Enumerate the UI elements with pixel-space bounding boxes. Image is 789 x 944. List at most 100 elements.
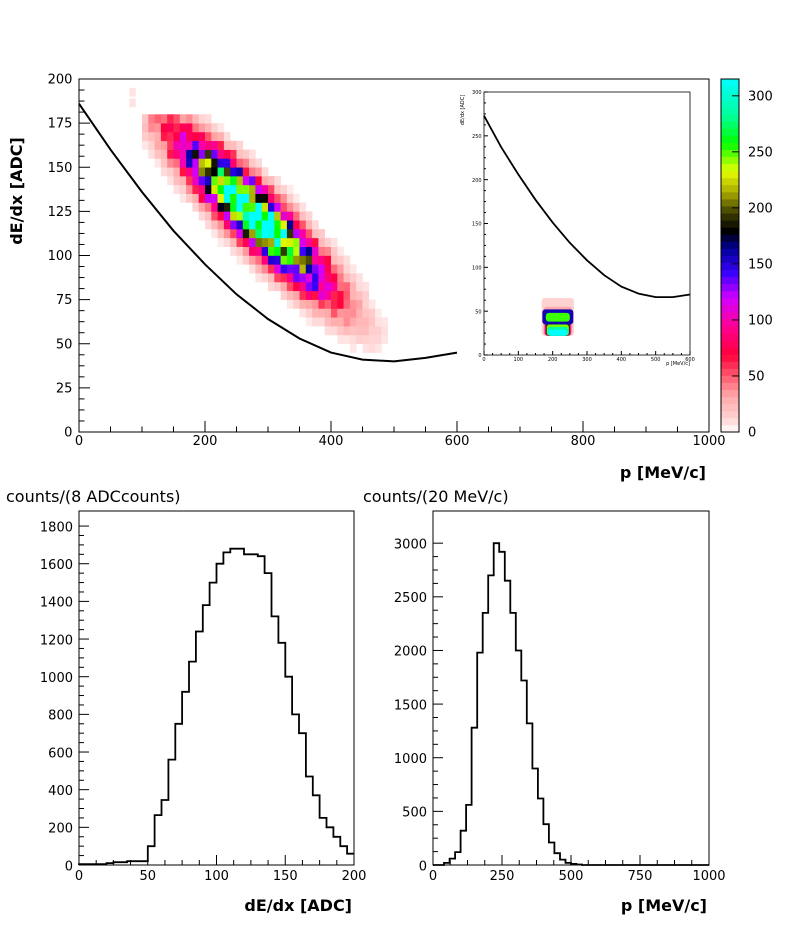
- color-scale-band: [721, 107, 739, 115]
- heatmap-cell: [186, 114, 193, 124]
- top-x-tick-label: 200: [193, 434, 218, 449]
- heatmap-cell: [249, 202, 256, 212]
- heatmap-cell: [362, 299, 370, 309]
- heatmap-cell: [349, 299, 357, 309]
- color-scale-band: [721, 333, 739, 341]
- heatmap-cell: [198, 176, 206, 186]
- heatmap-cell: [230, 184, 237, 195]
- heatmap-cell: [286, 184, 294, 195]
- heatmap-cell: [318, 290, 325, 300]
- momentum-x-tick-label: 1000: [692, 869, 725, 884]
- heatmap-cell: [211, 158, 218, 168]
- heatmap-cell: [280, 202, 288, 212]
- heatmap-cell: [305, 290, 313, 300]
- top-y-tick-label: 75: [56, 293, 73, 308]
- color-scale-bar: 0 50 100 150 200 250 300: [720, 78, 773, 441]
- heatmap-cell: [142, 131, 149, 142]
- heatmap-cell: [217, 131, 225, 142]
- heatmap-cell: [280, 237, 288, 247]
- dedx-y-tick-label: 1600: [40, 558, 73, 573]
- heatmap-cell: [286, 264, 294, 274]
- heatmap-cell: [217, 123, 225, 133]
- heatmap-cell: [324, 290, 332, 300]
- heatmap-cell: [211, 211, 218, 221]
- heatmap-cell: [255, 158, 262, 168]
- top-y-tick-label: 150: [48, 161, 73, 176]
- color-scale-band: [721, 340, 739, 348]
- color-scale-band: [721, 135, 739, 143]
- color-scale-band: [721, 276, 739, 285]
- color-scale-tick-label: 250: [748, 145, 773, 160]
- heatmap-cell: [280, 273, 288, 283]
- top-x-tick-label: 400: [319, 434, 344, 449]
- heatmap-cell: [305, 229, 313, 239]
- heatmap-cell: [205, 176, 212, 186]
- color-scale-band: [721, 199, 739, 207]
- heatmap-cell: [129, 87, 136, 97]
- heatmap-cell: [343, 326, 351, 336]
- heatmap-cell: [186, 149, 193, 159]
- heatmap-cell: [299, 246, 307, 256]
- inset-curve: [483, 115, 691, 298]
- heatmap-cell: [192, 114, 199, 124]
- heatmap-cell: [223, 237, 231, 247]
- heatmap-cell: [274, 255, 281, 265]
- heatmap-cell: [255, 220, 262, 230]
- heatmap-cell: [280, 211, 288, 221]
- heatmap-cell: [324, 246, 332, 256]
- heatmap-cell: [381, 317, 388, 327]
- heatmap-cell: [236, 255, 244, 265]
- heatmap-cell: [198, 123, 206, 133]
- dedx-x-tick-label: 150: [273, 869, 298, 884]
- heatmap-cell: [249, 246, 256, 256]
- heatmap-cell: [205, 211, 212, 221]
- heatmap-cell: [223, 211, 231, 221]
- heatmap-cell: [205, 220, 212, 230]
- color-scale-band: [721, 121, 739, 129]
- heatmap-cell: [274, 246, 281, 256]
- momentum-y-tick-label: 2000: [394, 645, 427, 660]
- heatmap-cell: [343, 255, 351, 265]
- heatmap-cell: [230, 167, 237, 177]
- heatmap-cell: [223, 167, 231, 177]
- inset-x-tick-label: 0: [482, 357, 485, 363]
- heatmap-cell: [242, 202, 250, 212]
- heatmap-cell: [173, 176, 181, 186]
- heatmap-cell: [274, 264, 281, 274]
- heatmap-cell: [242, 193, 250, 203]
- heatmap-cell: [148, 123, 155, 133]
- heatmap-cell: [186, 167, 193, 177]
- top-x-tick-label: 0: [75, 434, 83, 449]
- heatmap-cell: [337, 299, 344, 309]
- heatmap-cell: [167, 131, 174, 142]
- heatmap-cell: [192, 158, 199, 168]
- dedx-x-tick-label: 50: [139, 869, 156, 884]
- heatmap-cell: [312, 246, 319, 256]
- heatmap-cell: [198, 140, 206, 150]
- heatmap-cell: [280, 220, 288, 230]
- inset-x-tick-label: 300: [582, 357, 592, 363]
- heatmap-cell: [211, 229, 218, 239]
- heatmap-cell: [154, 149, 162, 159]
- heatmap-cell: [217, 211, 225, 221]
- color-scale-band: [721, 290, 739, 299]
- heatmap-cell: [356, 299, 363, 309]
- top-y-tick-label: 100: [48, 249, 73, 264]
- heatmap-cell: [249, 229, 256, 239]
- color-scale-band: [721, 255, 739, 263]
- heatmap-cell: [192, 176, 199, 186]
- heatmap-cell: [268, 184, 275, 195]
- dedx-y-tick-label: 800: [48, 709, 73, 724]
- momentum-y-tick-label: 0: [419, 859, 427, 874]
- heatmap-cell: [255, 255, 262, 265]
- heatmap-cell: [349, 308, 357, 318]
- heatmap-cell: [286, 220, 294, 230]
- color-scale-tick-label: 50: [748, 369, 765, 384]
- heatmap-cell: [129, 98, 136, 108]
- color-scale-band: [721, 100, 739, 108]
- top-x-axis-label: p [MeV/c]: [620, 463, 706, 482]
- heatmap-cell: [331, 237, 338, 247]
- heatmap-cell: [368, 317, 376, 327]
